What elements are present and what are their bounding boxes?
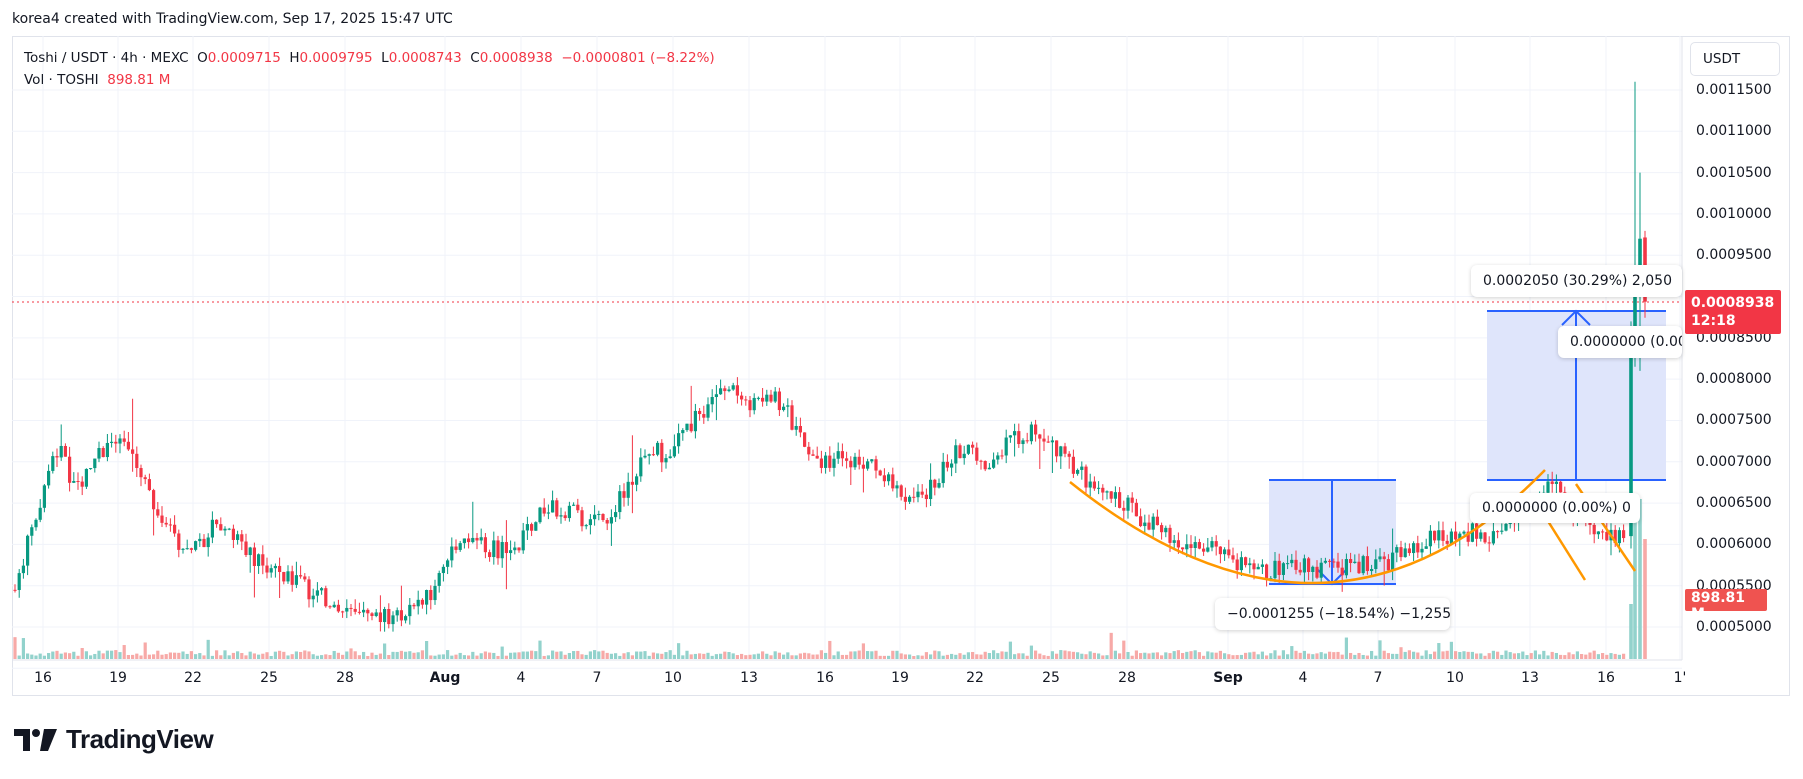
time-tick: 19 (109, 670, 127, 686)
last-price-value: 0.0008938 (1691, 295, 1775, 311)
volume-label[interactable]: Vol · TOSHI (24, 72, 99, 88)
price-tick: 0.0009500 (1696, 247, 1772, 264)
measure-down-label[interactable]: −0.0001255 (−18.54%) −1,255 (1215, 598, 1450, 630)
measure-zero-top-label[interactable]: 0.0000000 (0.00 (1558, 326, 1682, 358)
time-tick: 25 (260, 670, 278, 686)
time-tick: 4 (516, 670, 526, 686)
tradingview-logo[interactable]: TradingView (14, 724, 214, 755)
price-tick: 0.0010000 (1696, 205, 1772, 222)
currency-unit-button[interactable]: USDT (1690, 42, 1780, 76)
open-label: O (197, 50, 208, 66)
time-tick: 10 (1446, 670, 1464, 686)
time-tick: 13 (740, 670, 758, 686)
volume-bars (13, 499, 1647, 659)
price-tick: 0.0010500 (1696, 164, 1772, 181)
measure-zero-bottom-label[interactable]: 0.0000000 (0.00%) 0 (1470, 493, 1640, 523)
time-tick: 7 (1373, 670, 1383, 686)
time-tick: Sep (1213, 670, 1243, 686)
close-label: C (470, 50, 480, 66)
price-tick: 0.0011500 (1696, 82, 1772, 98)
price-tick: 0.0007000 (1696, 453, 1772, 470)
high-value: 0.0009795 (299, 50, 373, 66)
time-tick: Aug (429, 670, 461, 686)
time-tick: 16 (1597, 670, 1615, 686)
price-tick: 0.0005000 (1696, 619, 1772, 635)
chart-credit: korea4 created with TradingView.com, Sep… (12, 11, 453, 27)
price-tick: 0.0011000 (1696, 123, 1772, 140)
time-tick: 25 (1042, 670, 1060, 686)
low-label: L (381, 50, 389, 66)
symbol-label[interactable]: Toshi / USDT · 4h · MEXC (24, 50, 189, 66)
volume-row: Vol · TOSHI 898.81 M (24, 69, 715, 91)
change-value: −0.0000801 (−8.22%) (561, 50, 715, 66)
tradingview-logo-icon (14, 728, 57, 751)
volume-value: 898.81 M (107, 72, 171, 88)
time-tick: 13 (1521, 670, 1539, 686)
last-price-tag: 0.0008938 12:18 (1685, 290, 1781, 334)
time-tick: 19 (891, 670, 909, 686)
time-tick: 22 (184, 670, 202, 686)
low-value: 0.0008743 (388, 50, 462, 66)
currency-unit-label: USDT (1703, 51, 1741, 67)
tradingview-logo-text: TradingView (66, 724, 214, 754)
time-tick: 7 (592, 670, 602, 686)
price-tick: 0.0008000 (1696, 371, 1772, 388)
price-tick: 0.0006500 (1696, 495, 1772, 512)
volume-tag: 898.81 M (1685, 589, 1767, 622)
price-tick: 0.0007500 (1696, 412, 1772, 429)
chart-legend: Toshi / USDT · 4h · MEXC O0.0009715 H0.0… (24, 47, 715, 91)
time-tick: 22 (966, 670, 984, 686)
time-tick: 10 (664, 670, 682, 686)
price-tick: 0.0006000 (1696, 536, 1772, 553)
time-tick: 4 (1298, 670, 1308, 686)
time-tick: 16 (816, 670, 834, 686)
time-tick: 28 (1118, 670, 1136, 686)
time-tick: 1' (1673, 670, 1687, 686)
ohlc-row: Toshi / USDT · 4h · MEXC O0.0009715 H0.0… (24, 47, 715, 69)
rounded-bottom-arc (1069, 469, 1546, 585)
time-tick: 28 (336, 670, 354, 686)
time-tick: 16 (34, 670, 52, 686)
open-value: 0.0009715 (207, 50, 281, 66)
bar-countdown: 12:18 (1691, 313, 1736, 329)
measure-up-label[interactable]: 0.0002050 (30.29%) 2,050 (1471, 265, 1682, 297)
high-label: H (289, 50, 300, 66)
candlesticks (13, 81, 1647, 632)
close-value: 0.0008938 (479, 50, 553, 66)
